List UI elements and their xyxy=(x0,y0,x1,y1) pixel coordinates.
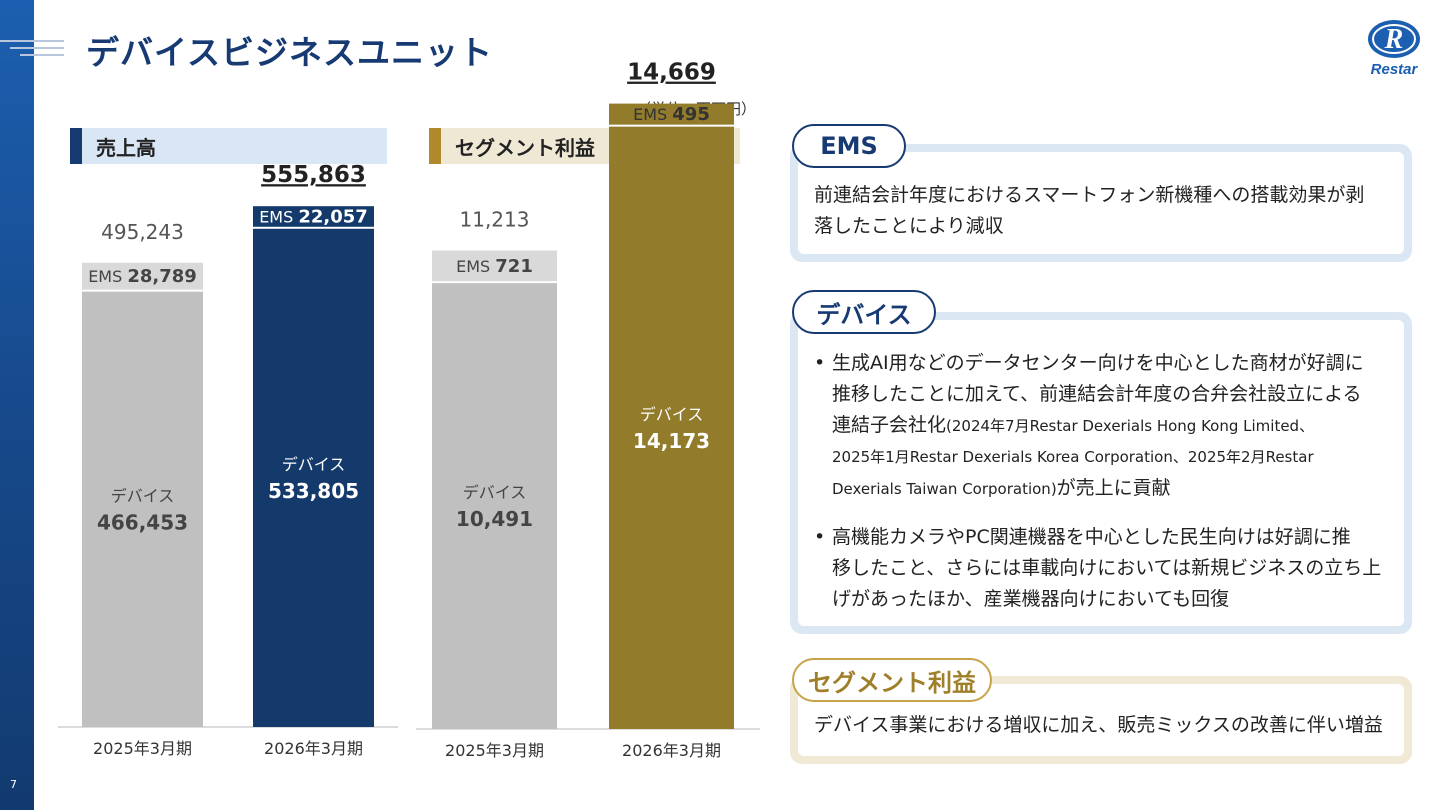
device-b1-line2: 推移したことに加えて、前連結会計年度の合弁会社設立による xyxy=(832,383,1362,405)
sales-total-0: 495,243 xyxy=(101,220,184,244)
sales-ems-value-0: 28,789 xyxy=(127,266,196,287)
segment-label: セグメント利益 xyxy=(792,658,992,702)
sales-bar-ems-0 xyxy=(82,262,203,290)
bullet-dot-2: • xyxy=(814,526,826,548)
bullet-dot-1: • xyxy=(814,352,826,374)
page-title: デバイスビジネスユニット xyxy=(86,33,494,72)
segment-bar-device-1 xyxy=(609,126,734,729)
segment-bar-ems-1 xyxy=(609,103,734,125)
sales-device-value-1: 533,805 xyxy=(268,479,359,503)
segment-total-1: 14,669 xyxy=(627,60,716,86)
device-bullet-1: • 生成AI用などのデータセンター向けを中心とした商材が好調に 推移したことに加… xyxy=(814,348,1364,505)
logo-text: Restar xyxy=(1371,61,1419,78)
segment-bar-device-0 xyxy=(432,283,557,729)
sales-header: 売上高 xyxy=(70,128,387,164)
segment-bar-ems-0 xyxy=(432,250,557,282)
sales-ems-name-0: EMS xyxy=(88,267,127,286)
sales-ems-label-1: EMS 22,057 xyxy=(259,206,368,227)
segment-ems-label-0: EMS 721 xyxy=(456,256,533,277)
charts-area: EMS 28,789 デバイス 466,453 495,243 2025年3月期 EMS … xyxy=(58,60,760,760)
sidebar-stripe: 7 xyxy=(0,0,34,810)
title-lines-icon xyxy=(0,40,64,56)
segment-device-value-1: 14,173 xyxy=(633,429,710,453)
sales-bar-device-1 xyxy=(253,228,374,728)
sales-total-1: 555,863 xyxy=(261,162,366,188)
ems-text-line2: 落したことにより減収 xyxy=(814,215,1004,237)
ems-text: 前連結会計年度におけるスマートフォン新機種への搭載効果が剥 落したことにより減収 xyxy=(814,180,1364,242)
segment-ems-value-1: 495 xyxy=(672,104,710,125)
restar-logo: R Restar xyxy=(1368,20,1420,78)
segment-text: デバイス事業における増収に加え、販売ミックスの改善に伴い増益 xyxy=(814,714,1383,736)
sales-category-0: 2025年3月期 xyxy=(93,739,192,758)
segment-header-mark xyxy=(429,128,441,164)
segment-category-1: 2026年3月期 xyxy=(622,741,721,760)
sales-device-name-1: デバイス xyxy=(282,455,346,474)
segment-device-name-1: デバイス xyxy=(640,405,704,424)
segment-ems-label-1: EMS 495 xyxy=(633,104,710,125)
device-b2-line3: げがあったほか、産業機器向けにおいても回復 xyxy=(832,588,1230,610)
segment-ems-name-0: EMS xyxy=(456,257,495,276)
device-b2-line2: 移したこと、さらには車載向けにおいては新規ビジネスの立ち上 xyxy=(832,557,1382,579)
segment-total-0: 11,213 xyxy=(460,207,530,231)
device-b1-line5: Dexerials Taiwan Corporation)が売上に貢献 xyxy=(832,473,1364,505)
sales-category-1: 2026年3月期 xyxy=(264,739,363,758)
device-b1-line4: 2025年1月Restar Dexerials Korea Corporatio… xyxy=(832,448,1314,466)
sales-header-text: 売上高 xyxy=(96,135,156,160)
sales-bar-ems-1 xyxy=(253,206,374,227)
segment-ems-name-1: EMS xyxy=(633,105,672,124)
segment-category-0: 2025年3月期 xyxy=(445,741,544,760)
ems-label: EMS xyxy=(792,124,906,168)
sales-device-value-0: 466,453 xyxy=(97,510,188,534)
sales-device-name-0: デバイス xyxy=(111,486,175,505)
device-b1-line3b: (2024年7月Restar Dexerials Hong Kong Limit… xyxy=(946,417,1315,435)
device-b1-line1: 生成AI用などのデータセンター向けを中心とした商材が好調に xyxy=(832,352,1364,374)
segment-device-value-0: 10,491 xyxy=(456,507,533,531)
segment-device-name-0: デバイス xyxy=(463,483,527,502)
sales-ems-value-1: 22,057 xyxy=(298,206,367,227)
device-b1-line5b: が売上に貢献 xyxy=(1056,477,1171,499)
device-b1-line5a: Dexerials Taiwan Corporation) xyxy=(832,480,1057,498)
svg-text:R: R xyxy=(1384,24,1404,55)
sales-ems-label-0: EMS 28,789 xyxy=(88,266,197,287)
ems-text-line1: 前連結会計年度におけるスマートフォン新機種への搭載効果が剥 xyxy=(814,184,1365,206)
sales-header-mark xyxy=(70,128,82,164)
device-box-body xyxy=(798,320,1404,626)
sales-bar-device-0 xyxy=(82,291,203,727)
device-b2-line1: 高機能カメラやPC関連機器を中心とした民生向けは好調に推 xyxy=(832,526,1351,548)
segment-ems-value-0: 721 xyxy=(495,256,533,277)
device-bullet-2: • 高機能カメラやPC関連機器を中心とした民生向けは好調に推 移したこと、さらに… xyxy=(814,522,1381,615)
device-label: デバイス xyxy=(792,290,936,334)
device-b1-line3: 連結子会社化(2024年7月Restar Dexerials Hong Kong… xyxy=(832,410,1364,442)
sales-ems-name-1: EMS xyxy=(259,207,298,226)
ems-box-body xyxy=(798,152,1404,254)
segment-header-text: セグメント利益 xyxy=(455,135,595,160)
page-number: 7 xyxy=(10,778,17,791)
device-b1-line3a: 連結子会社化 xyxy=(832,414,947,436)
